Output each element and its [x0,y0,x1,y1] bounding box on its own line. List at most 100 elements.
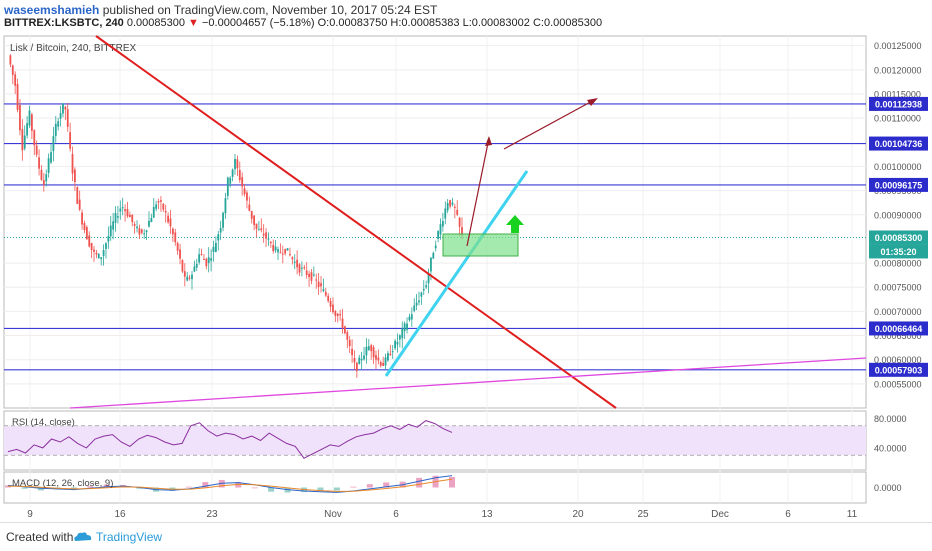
candle-body [35,145,38,155]
candle-body [128,214,131,218]
candle-body [148,220,150,227]
candle-body [95,252,98,255]
candle-body [339,314,342,316]
candle-body [76,187,79,204]
candle-body [26,123,29,136]
candle-body [348,339,351,347]
candle-body [203,259,205,261]
candle-body [446,202,449,211]
candle-body [152,207,155,218]
candle-body [277,249,279,253]
y-tick-label: 0.00060000 [874,355,922,365]
macd-histogram-bar [37,487,44,491]
x-tick-label: 25 [637,509,649,520]
macd-histogram-bar [202,482,209,488]
x-tick-label: 6 [393,509,399,520]
candle-body [83,223,86,230]
candle-body [284,248,287,254]
y-tick-label: 0.00055000 [874,379,922,389]
candle-body [217,234,220,241]
chart-canvas[interactable]: Lisk / Bitcoin, 240, BITTREX RSI (14, cl… [0,0,932,522]
candle-body [246,192,248,201]
current-price-label: 0.00085300 [875,233,923,243]
macd-label: MACD (12, 26, close, 9) [12,478,113,489]
y-tick-label: 0.00090000 [874,210,922,220]
macd-histogram-bar [333,487,340,491]
candle-body [186,276,189,281]
candle-body [169,218,172,227]
candle-body [303,267,306,269]
macd-histogram-bar [251,487,258,489]
x-tick-label: 23 [206,509,218,520]
candle-body [121,207,124,209]
candle-body [248,204,251,211]
candle-body [403,323,406,331]
candle-body [219,228,222,233]
macd-histogram-bar [21,487,28,489]
candle-body [375,355,377,360]
candle-body [430,257,432,272]
candle-body [420,292,423,297]
x-tick-label: 9 [27,509,33,520]
candle-body [16,84,19,110]
candle-body [351,348,353,356]
level-price-label: 0.00104736 [875,139,923,149]
candle-body [310,272,313,281]
candle-body [195,263,198,268]
candle-body [305,270,308,276]
projection-arrow-line [503,98,597,150]
candle-body [451,202,454,205]
y-tick-label: 0.00100000 [874,162,922,172]
created-with-text: Created with [6,530,74,544]
projection-arrowhead [485,136,492,146]
candle-body [100,257,103,260]
candle-body [413,305,416,311]
x-tick-label: 13 [481,509,493,520]
candle-body [222,212,224,228]
change-arrow: ▼ [188,17,199,29]
level-price-label: 0.00096175 [875,180,923,190]
candle-body [140,229,143,233]
candle-body [9,55,12,65]
candle-body [238,169,241,181]
candle-body [410,314,413,320]
candle-body [33,130,36,146]
candle-body [229,177,232,184]
publish-line: waseemshamieh published on TradingView.c… [4,3,437,17]
candle-body [408,316,411,321]
target-zone-box [442,233,519,257]
macd-histogram-bar [317,487,324,491]
candle-body [45,174,48,182]
candle-body [78,199,81,210]
macd-histogram-bar [136,487,143,489]
main-pane-frame [3,35,867,409]
candle-body [391,351,394,353]
ascending-trendline [384,170,529,377]
rsi-band [4,425,866,456]
candle-body [109,225,112,237]
high-value: H:0.00085383 [390,17,460,29]
candle-body [28,110,31,126]
price-change: −0.00004657 (−5.18%) [202,17,315,29]
level-price-label: 0.00057903 [875,365,923,375]
candle-body [274,246,277,251]
candle-body [145,230,148,233]
candle-body [341,318,344,328]
candle-body [162,203,165,210]
candle-body [346,332,349,340]
candle-body [363,355,365,360]
candle-body [269,241,272,244]
author-name[interactable]: waseemshamieh [4,3,100,17]
candle-body [234,158,236,170]
candle-body [42,180,45,185]
candle-body [97,253,100,259]
candle-body [200,253,203,255]
level-price-box [869,177,928,192]
published-text: published on TradingView.com, November 1… [102,3,438,17]
y-tick-label: 0.00065000 [874,331,922,341]
tradingview-brand[interactable]: TradingView [96,530,163,544]
candle-body [353,357,356,363]
tradingview-cloud-icon [74,532,92,541]
x-tick-label: 20 [572,509,584,520]
